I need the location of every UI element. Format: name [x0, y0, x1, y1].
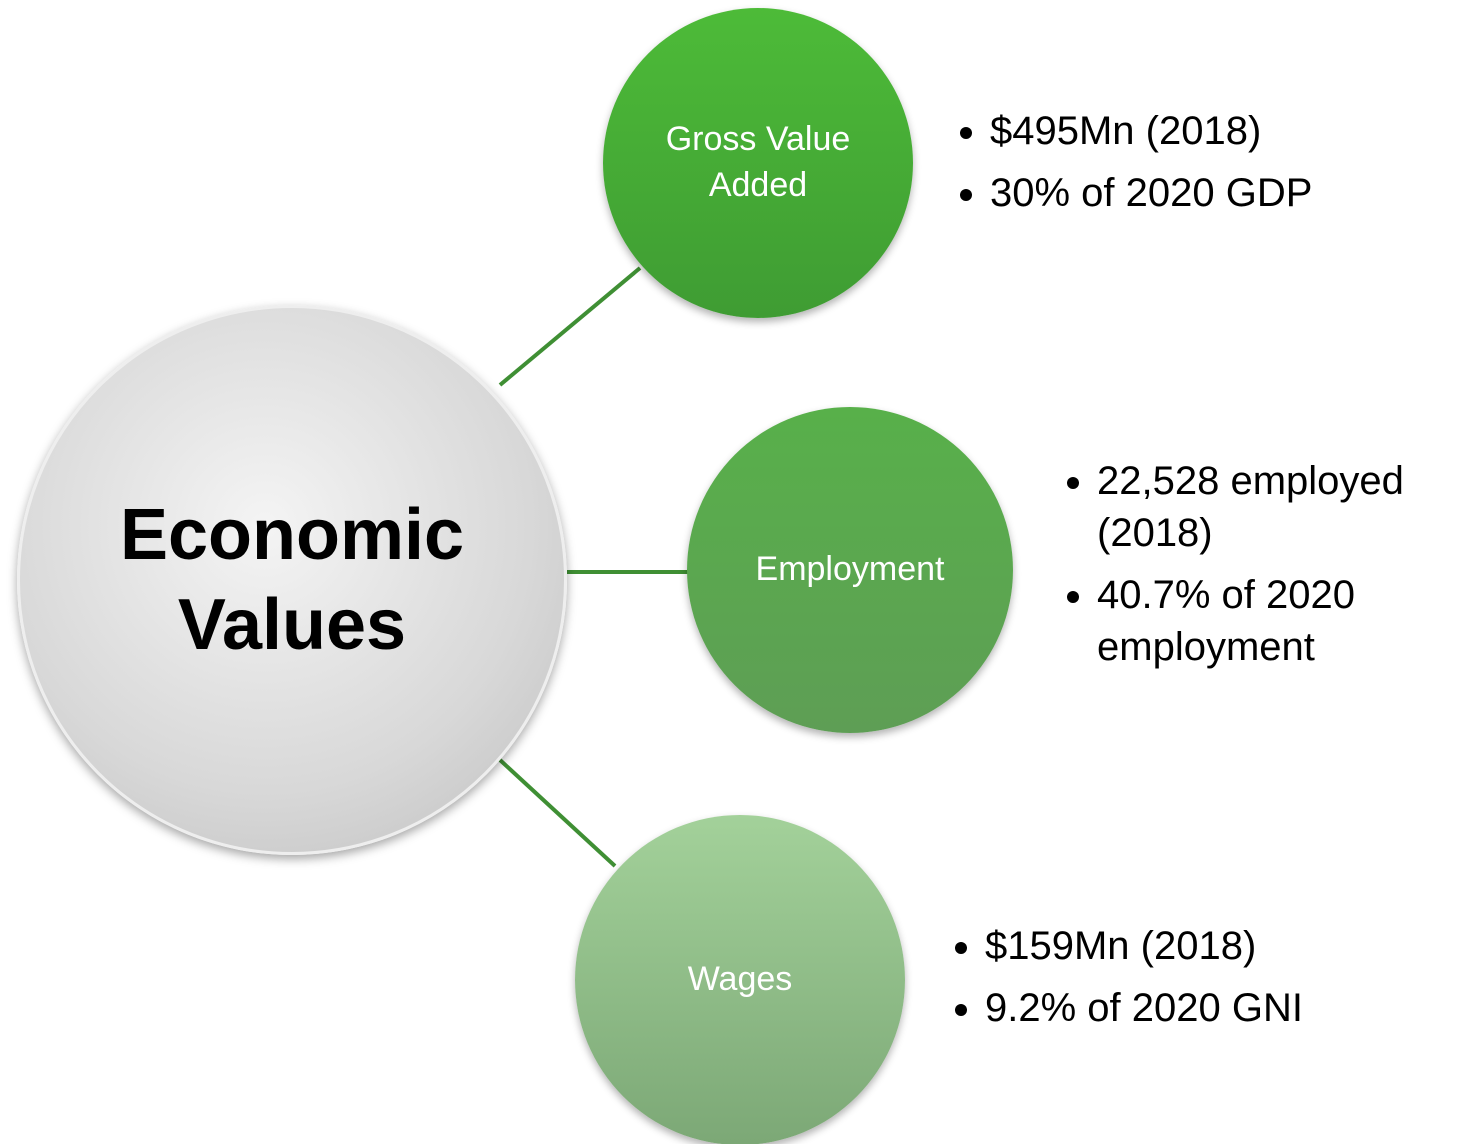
- bullet: 30% of 2020 GDP: [990, 162, 1483, 224]
- node-label: Employment: [740, 547, 960, 593]
- center-circle: Economic Values: [17, 305, 567, 855]
- diagram: Economic Values Gross Value Added Employ…: [0, 0, 1483, 1144]
- bullet: $495Mn (2018): [990, 100, 1483, 162]
- bullet-list: $159Mn (2018) 9.2% of 2020 GNI: [940, 915, 1483, 1039]
- node-label: Gross Value Added: [648, 117, 868, 209]
- center-label: Economic Values: [102, 490, 482, 670]
- node-label: Wages: [630, 957, 850, 1003]
- bullet-list: 22,528 employed (2018) 40.7% of 2020 emp…: [1052, 455, 1483, 683]
- node-circle: Gross Value Added: [603, 8, 913, 318]
- bullet-list: $495Mn (2018) 30% of 2020 GDP: [945, 100, 1483, 224]
- connector: [500, 760, 615, 866]
- connector: [500, 268, 640, 385]
- node-circle: Wages: [575, 815, 905, 1144]
- bullet: $159Mn (2018): [985, 915, 1483, 977]
- node-circle: Employment: [687, 407, 1013, 733]
- bullet: 9.2% of 2020 GNI: [985, 977, 1483, 1039]
- bullet: 40.7% of 2020 employment: [1097, 569, 1483, 673]
- bullet: 22,528 employed (2018): [1097, 455, 1483, 559]
